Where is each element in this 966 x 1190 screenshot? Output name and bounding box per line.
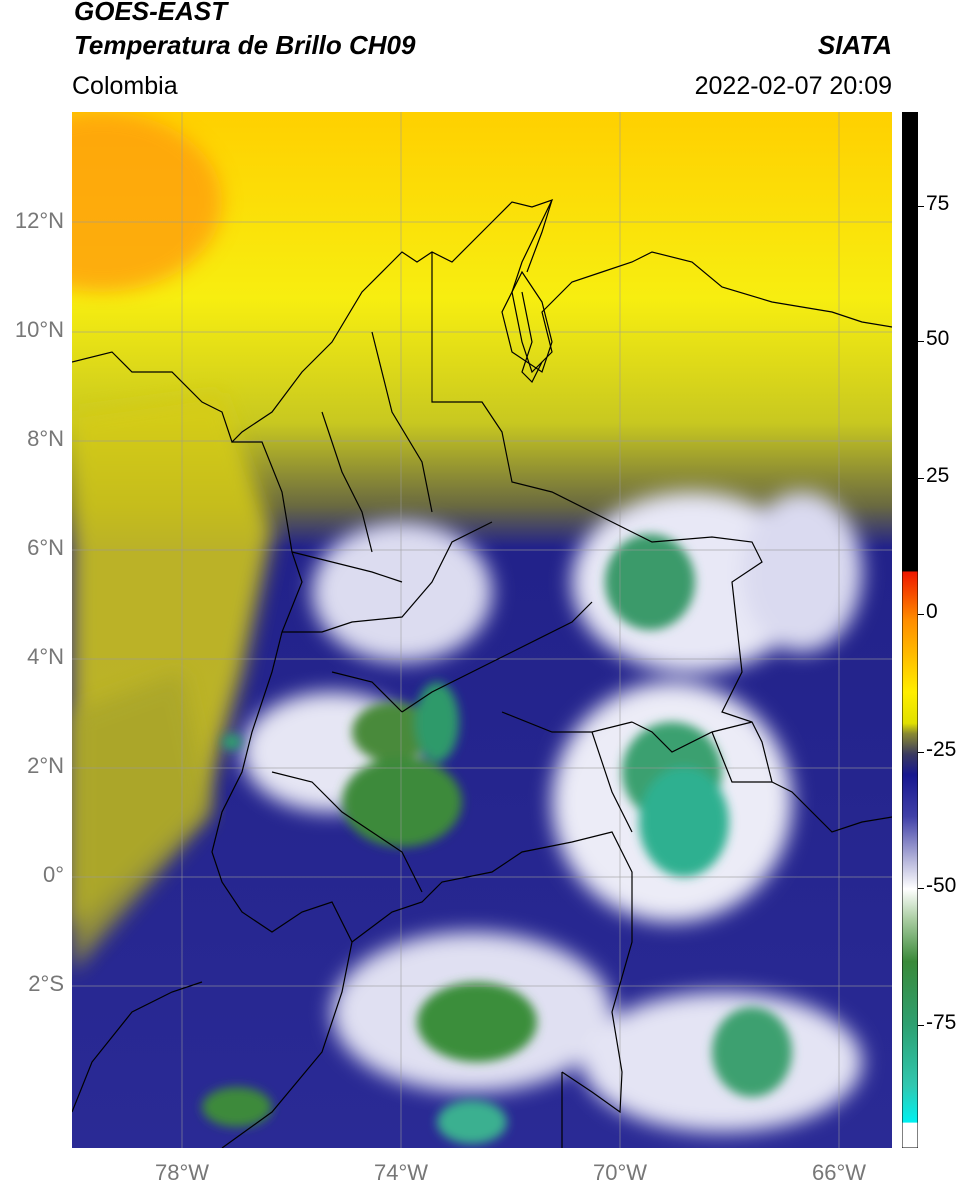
lat-label: 2°S (28, 971, 64, 996)
lon-label: 74°W (373, 1160, 429, 1185)
datetime-label: 2022-02-07 20:09 (694, 72, 892, 100)
colorbar-tick-mark (918, 1025, 924, 1026)
colorbar-tick-label: 25 (926, 464, 950, 487)
lat-label: 6°N (27, 535, 64, 560)
lat-label: 0° (42, 862, 64, 887)
pacific-olive-band (72, 672, 212, 972)
colorbar-tick-mark (918, 888, 924, 889)
lat-label: 2°N (27, 753, 64, 778)
colorbar-tick-label: -75 (926, 1011, 957, 1034)
lat-label: 8°N (27, 426, 64, 451)
lat-label: 4°N (27, 644, 64, 669)
lon-label: 78°W (154, 1160, 210, 1185)
colorbar-tick-mark (918, 478, 924, 479)
satellite-title: GOES-EAST (74, 0, 228, 26)
colorbar (902, 112, 918, 1148)
colorbar-tick-mark (918, 206, 924, 207)
colorbar-tick-mark (918, 752, 924, 753)
colorbar-tick-label: -50 (926, 874, 957, 897)
colorbar-tick-label: 75 (926, 192, 950, 215)
colorbar-tick-mark (918, 341, 924, 342)
convective-cores (202, 534, 792, 1144)
warm-zone (72, 112, 222, 292)
lat-label: 12°N (14, 208, 64, 233)
region-label: Colombia (72, 72, 178, 100)
product-title: Temperatura de Brillo CH09 (74, 30, 416, 60)
graticule (72, 112, 892, 1148)
lon-label: 70°W (592, 1160, 648, 1185)
lon-label: 66°W (811, 1160, 867, 1185)
colorbar-tick-label: 50 (926, 327, 950, 350)
brightness-temperature-map (72, 112, 892, 1148)
colorbar-tick-label: 0 (926, 600, 938, 623)
agency-label: SIATA (817, 30, 892, 60)
colorbar-tick-mark (918, 614, 924, 615)
colorbar-tick-label: -25 (926, 738, 957, 761)
lat-label: 10°N (14, 317, 64, 342)
boundaries (72, 198, 892, 1148)
maracaibo-lake (501, 270, 553, 373)
